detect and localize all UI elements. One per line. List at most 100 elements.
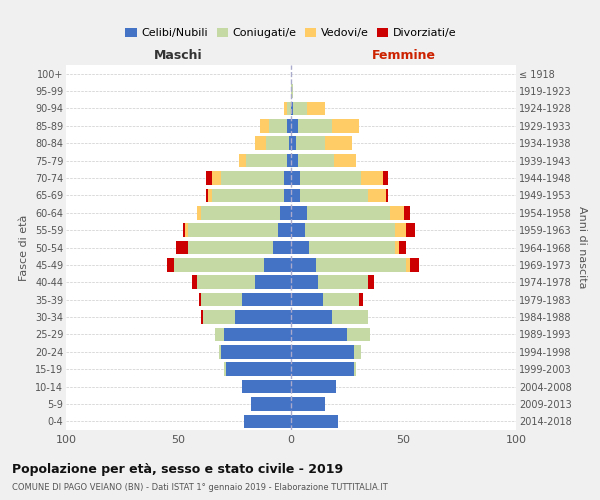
Bar bbox=[235, 310, 291, 324]
Bar bbox=[309, 240, 395, 254]
Bar bbox=[298, 119, 331, 132]
Bar bbox=[284, 102, 287, 115]
Bar bbox=[264, 258, 291, 272]
Bar bbox=[291, 154, 298, 168]
Bar bbox=[197, 206, 201, 220]
Bar bbox=[291, 328, 347, 341]
Text: COMUNE DI PAGO VEIANO (BN) - Dati ISTAT 1° gennaio 2019 - Elaborazione TUTTITALI: COMUNE DI PAGO VEIANO (BN) - Dati ISTAT … bbox=[12, 484, 388, 492]
Bar bbox=[386, 188, 388, 202]
Bar bbox=[269, 119, 287, 132]
Bar bbox=[185, 224, 187, 237]
Bar bbox=[187, 224, 277, 237]
Bar bbox=[291, 258, 316, 272]
Bar bbox=[291, 310, 331, 324]
Bar bbox=[241, 380, 291, 394]
Bar bbox=[325, 136, 352, 150]
Bar bbox=[354, 362, 356, 376]
Bar bbox=[406, 258, 410, 272]
Bar bbox=[291, 119, 298, 132]
Bar bbox=[199, 293, 201, 306]
Bar bbox=[176, 240, 187, 254]
Bar bbox=[300, 171, 361, 185]
Bar bbox=[205, 171, 212, 185]
Bar bbox=[201, 206, 280, 220]
Bar bbox=[307, 102, 325, 115]
Bar bbox=[395, 240, 399, 254]
Bar bbox=[280, 206, 291, 220]
Bar bbox=[291, 397, 325, 410]
Bar bbox=[201, 293, 241, 306]
Bar bbox=[334, 154, 356, 168]
Bar bbox=[291, 362, 354, 376]
Bar bbox=[359, 293, 363, 306]
Text: Popolazione per età, sesso e stato civile - 2019: Popolazione per età, sesso e stato civil… bbox=[12, 462, 343, 475]
Bar bbox=[293, 102, 307, 115]
Bar bbox=[291, 380, 336, 394]
Bar bbox=[410, 258, 419, 272]
Bar bbox=[183, 224, 185, 237]
Bar bbox=[205, 188, 208, 202]
Bar bbox=[251, 397, 291, 410]
Bar bbox=[347, 328, 370, 341]
Y-axis label: Anni di nascita: Anni di nascita bbox=[577, 206, 587, 289]
Bar bbox=[266, 136, 289, 150]
Bar bbox=[203, 310, 235, 324]
Text: Maschi: Maschi bbox=[154, 50, 203, 62]
Y-axis label: Fasce di età: Fasce di età bbox=[19, 214, 29, 280]
Bar bbox=[291, 84, 293, 98]
Bar bbox=[291, 345, 354, 358]
Bar bbox=[273, 240, 291, 254]
Bar bbox=[291, 276, 318, 289]
Bar bbox=[277, 224, 291, 237]
Bar bbox=[244, 414, 291, 428]
Bar bbox=[284, 188, 291, 202]
Bar bbox=[307, 206, 390, 220]
Bar bbox=[331, 119, 359, 132]
Bar bbox=[354, 345, 361, 358]
Bar bbox=[390, 206, 404, 220]
Bar bbox=[219, 345, 221, 358]
Bar bbox=[167, 258, 174, 272]
Bar bbox=[296, 136, 325, 150]
Bar bbox=[291, 414, 338, 428]
Bar bbox=[287, 119, 291, 132]
Bar bbox=[221, 171, 284, 185]
Bar bbox=[212, 188, 284, 202]
Bar bbox=[284, 171, 291, 185]
Bar bbox=[291, 136, 296, 150]
Bar bbox=[241, 293, 291, 306]
Bar bbox=[316, 258, 406, 272]
Bar bbox=[201, 310, 203, 324]
Bar bbox=[291, 240, 309, 254]
Bar bbox=[215, 328, 223, 341]
Bar bbox=[406, 224, 415, 237]
Bar bbox=[383, 171, 388, 185]
Bar bbox=[291, 102, 293, 115]
Bar bbox=[291, 224, 305, 237]
Bar bbox=[197, 276, 255, 289]
Bar bbox=[404, 206, 410, 220]
Bar bbox=[226, 362, 291, 376]
Bar bbox=[399, 240, 406, 254]
Text: Femmine: Femmine bbox=[371, 50, 436, 62]
Bar bbox=[318, 276, 367, 289]
Bar bbox=[221, 345, 291, 358]
Bar bbox=[239, 154, 246, 168]
Bar bbox=[291, 171, 300, 185]
Bar bbox=[305, 224, 395, 237]
Bar bbox=[174, 258, 264, 272]
Bar bbox=[223, 328, 291, 341]
Bar bbox=[298, 154, 334, 168]
Bar bbox=[223, 362, 226, 376]
Bar bbox=[208, 188, 212, 202]
Bar bbox=[187, 240, 273, 254]
Bar bbox=[260, 119, 269, 132]
Bar bbox=[287, 102, 291, 115]
Bar bbox=[291, 188, 300, 202]
Bar bbox=[331, 310, 367, 324]
Bar bbox=[300, 188, 367, 202]
Bar bbox=[367, 188, 386, 202]
Bar bbox=[246, 154, 287, 168]
Bar bbox=[255, 136, 266, 150]
Bar bbox=[361, 171, 383, 185]
